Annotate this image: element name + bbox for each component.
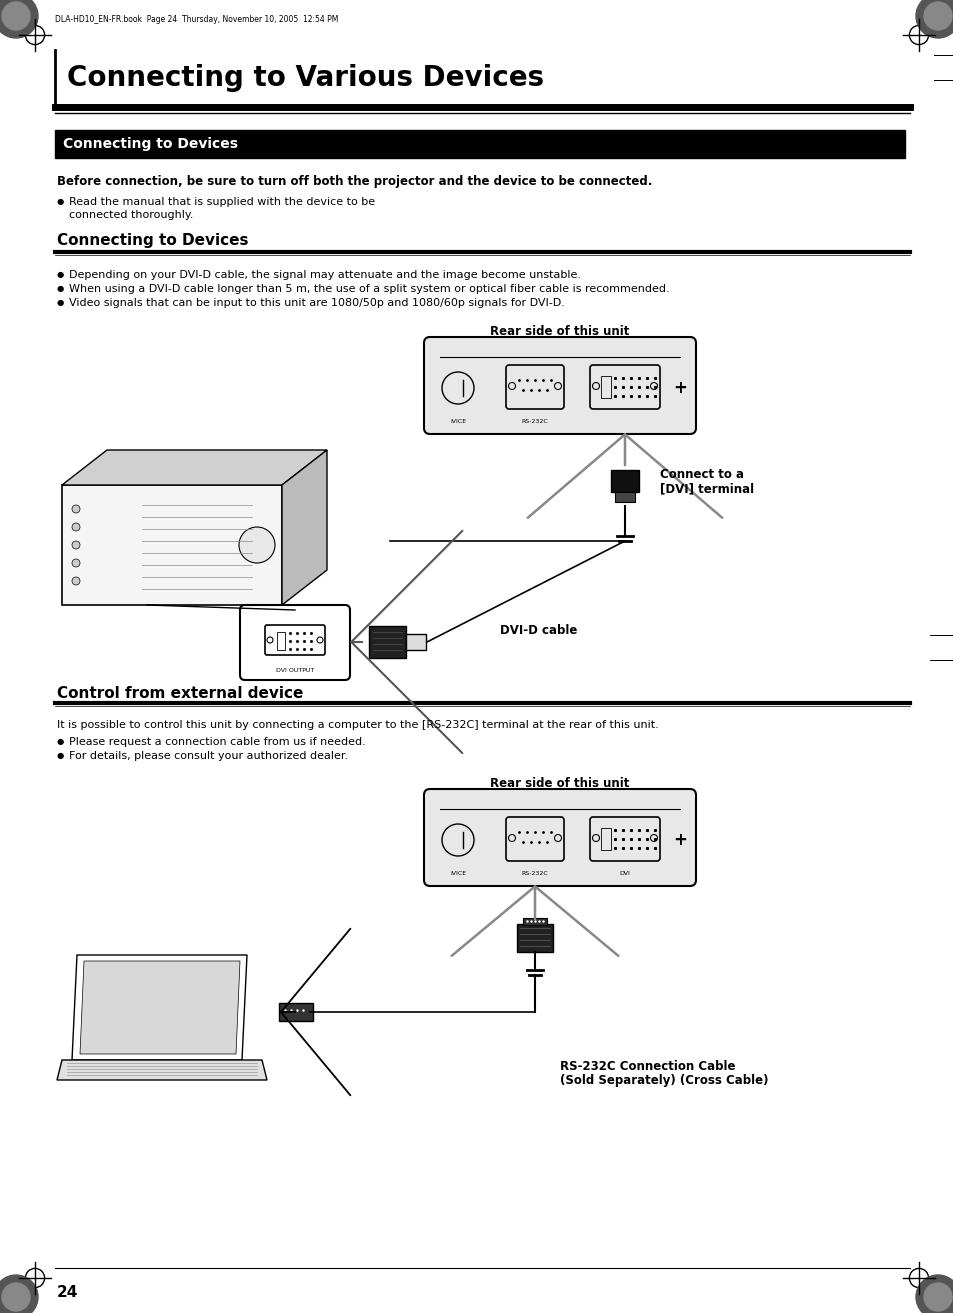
Polygon shape — [282, 450, 327, 605]
Text: iVICE: iVICE — [450, 871, 466, 876]
Circle shape — [71, 523, 80, 530]
Text: For details, please consult your authorized dealer.: For details, please consult your authori… — [69, 751, 348, 762]
Text: DVI OUTPUT: DVI OUTPUT — [275, 668, 314, 674]
FancyBboxPatch shape — [610, 470, 639, 492]
Circle shape — [0, 0, 38, 38]
Text: Rear side of this unit: Rear side of this unit — [490, 326, 629, 337]
Circle shape — [923, 1283, 951, 1310]
Text: It is possible to control this unit by connecting a computer to the [RS-232C] te: It is possible to control this unit by c… — [57, 720, 659, 730]
Circle shape — [441, 825, 474, 856]
FancyBboxPatch shape — [522, 918, 546, 924]
Text: iVICE: iVICE — [450, 419, 466, 424]
Circle shape — [650, 835, 657, 842]
FancyBboxPatch shape — [369, 626, 406, 658]
Text: DLA-HD10_EN-FR.book  Page 24  Thursday, November 10, 2005  12:54 PM: DLA-HD10_EN-FR.book Page 24 Thursday, No… — [55, 16, 338, 25]
FancyBboxPatch shape — [278, 1003, 313, 1022]
Circle shape — [2, 3, 30, 30]
Circle shape — [554, 835, 561, 842]
Circle shape — [71, 506, 80, 513]
Text: +: + — [673, 831, 686, 850]
Text: Before connection, be sure to turn off both the projector and the device to be c: Before connection, be sure to turn off b… — [57, 175, 652, 188]
Text: connected thoroughly.: connected thoroughly. — [69, 210, 193, 221]
Circle shape — [267, 637, 273, 643]
Text: Video signals that can be input to this unit are 1080/50p and 1080/60p signals f: Video signals that can be input to this … — [69, 298, 564, 309]
Text: Connecting to Various Devices: Connecting to Various Devices — [67, 64, 543, 92]
Circle shape — [508, 382, 515, 390]
Circle shape — [592, 382, 598, 390]
FancyBboxPatch shape — [505, 365, 563, 410]
Text: Depending on your DVI-D cable, the signal may attenuate and the image become uns: Depending on your DVI-D cable, the signa… — [69, 270, 580, 280]
Circle shape — [915, 1275, 953, 1313]
FancyBboxPatch shape — [589, 365, 659, 410]
Text: Connect to a: Connect to a — [659, 467, 743, 481]
Circle shape — [0, 1275, 38, 1313]
Circle shape — [239, 527, 274, 563]
Circle shape — [650, 382, 657, 390]
FancyBboxPatch shape — [55, 130, 904, 158]
Text: Rear side of this unit: Rear side of this unit — [490, 777, 629, 790]
FancyBboxPatch shape — [423, 789, 696, 886]
FancyBboxPatch shape — [240, 605, 350, 680]
Text: DVI-D cable: DVI-D cable — [499, 625, 577, 638]
Circle shape — [508, 835, 515, 842]
Circle shape — [71, 576, 80, 586]
FancyBboxPatch shape — [505, 817, 563, 861]
Text: RS-232C: RS-232C — [521, 871, 548, 876]
Polygon shape — [71, 955, 247, 1060]
Text: DVI: DVI — [618, 871, 630, 876]
Circle shape — [554, 382, 561, 390]
Circle shape — [441, 372, 474, 404]
Text: ●: ● — [57, 197, 64, 206]
Text: ●: ● — [57, 737, 64, 746]
Text: (Sold Separately) (Cross Cable): (Sold Separately) (Cross Cable) — [559, 1074, 768, 1087]
Text: RS-232C: RS-232C — [521, 419, 548, 424]
Circle shape — [592, 835, 598, 842]
Text: ●: ● — [57, 284, 64, 293]
Text: When using a DVI-D cable longer than 5 m, the use of a split system or optical f: When using a DVI-D cable longer than 5 m… — [69, 284, 669, 294]
Circle shape — [71, 559, 80, 567]
Text: [DVI] terminal: [DVI] terminal — [659, 482, 753, 495]
FancyBboxPatch shape — [265, 625, 325, 655]
FancyBboxPatch shape — [406, 634, 426, 650]
Text: Read the manual that is supplied with the device to be: Read the manual that is supplied with th… — [69, 197, 375, 207]
Text: ●: ● — [57, 751, 64, 760]
Text: ●: ● — [57, 270, 64, 278]
Polygon shape — [80, 961, 240, 1054]
Circle shape — [316, 637, 323, 643]
FancyBboxPatch shape — [423, 337, 696, 435]
Text: Please request a connection cable from us if needed.: Please request a connection cable from u… — [69, 737, 365, 747]
Text: +: + — [673, 379, 686, 397]
FancyBboxPatch shape — [517, 924, 553, 952]
Text: Control from external device: Control from external device — [57, 685, 303, 701]
Text: 24: 24 — [57, 1285, 78, 1300]
Circle shape — [923, 3, 951, 30]
Polygon shape — [62, 450, 327, 484]
FancyBboxPatch shape — [276, 632, 285, 650]
FancyBboxPatch shape — [589, 817, 659, 861]
Polygon shape — [62, 484, 282, 605]
Polygon shape — [57, 1060, 267, 1081]
Circle shape — [915, 0, 953, 38]
FancyBboxPatch shape — [600, 829, 610, 850]
FancyBboxPatch shape — [600, 376, 610, 398]
Circle shape — [71, 541, 80, 549]
Text: ●: ● — [57, 298, 64, 307]
Text: Connecting to Devices: Connecting to Devices — [57, 232, 248, 248]
Text: Connecting to Devices: Connecting to Devices — [63, 137, 237, 151]
Text: RS-232C Connection Cable: RS-232C Connection Cable — [559, 1060, 735, 1073]
Circle shape — [2, 1283, 30, 1310]
FancyBboxPatch shape — [615, 492, 635, 502]
